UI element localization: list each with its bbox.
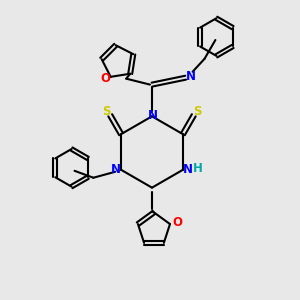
Text: S: S — [102, 105, 110, 118]
Text: O: O — [172, 216, 182, 229]
Text: O: O — [101, 72, 111, 85]
Text: S: S — [194, 105, 202, 118]
Text: H: H — [193, 162, 203, 175]
Text: N: N — [111, 163, 121, 176]
Text: N: N — [148, 109, 158, 122]
Text: N: N — [183, 163, 193, 176]
Text: N: N — [186, 70, 196, 83]
